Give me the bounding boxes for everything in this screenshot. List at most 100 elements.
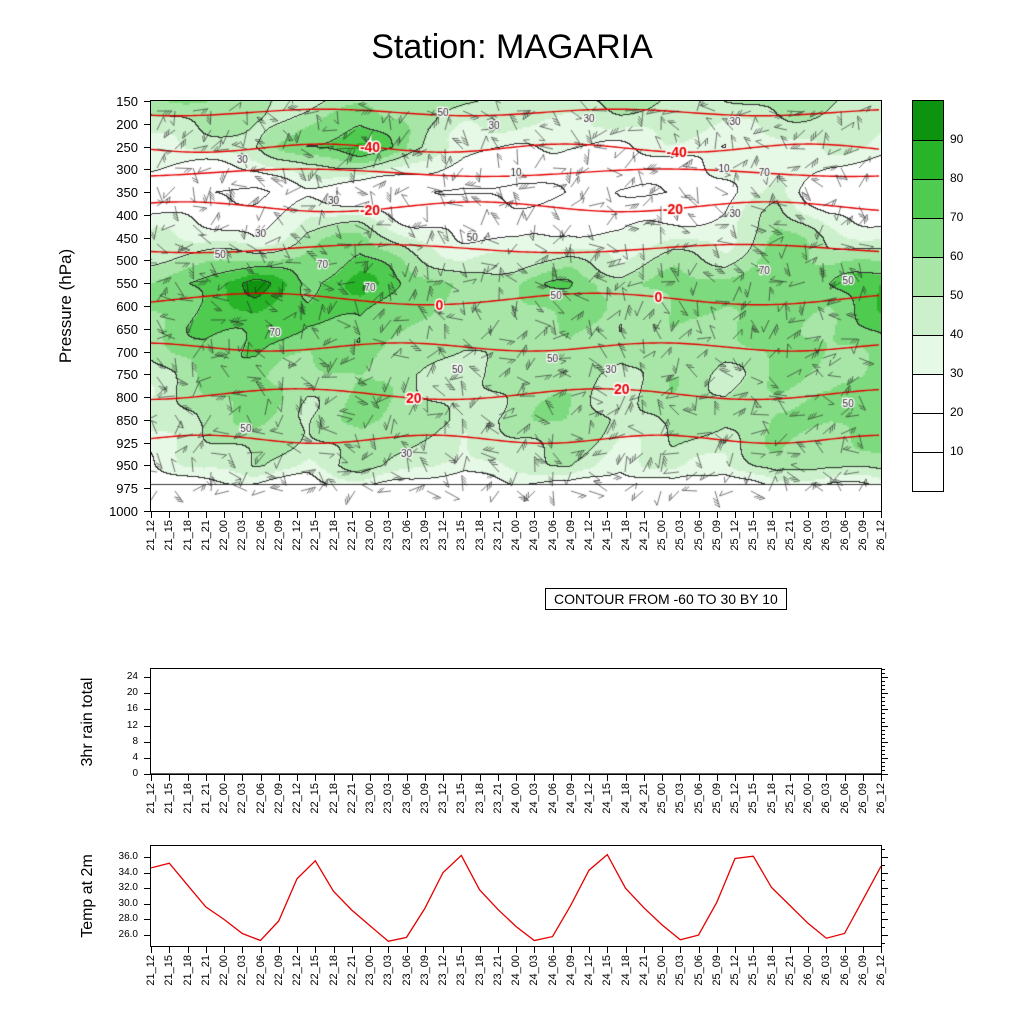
- y-minor-tick: [882, 669, 885, 670]
- time-tick-label: 22_15: [309, 955, 322, 986]
- time-tick-label: 23_15: [455, 520, 468, 551]
- y-tick-label: 20: [126, 687, 138, 699]
- temp-ticks-right: [882, 846, 890, 946]
- y-tick: [144, 872, 150, 874]
- pressure-tick: [144, 419, 150, 421]
- time-tick-label: 25_06: [692, 783, 705, 814]
- x-tick: [443, 775, 444, 781]
- x-tick: [169, 947, 171, 953]
- colorbar-label: 20: [950, 405, 964, 419]
- time-tick-label: 23_12: [437, 520, 449, 551]
- time-tick-label: 22_03: [236, 783, 249, 814]
- time-tick-label: 21_21: [199, 783, 212, 814]
- x-tick: [735, 947, 736, 953]
- time-tick-label: 22_00: [218, 955, 230, 986]
- x-tick: [698, 512, 700, 518]
- time-tick-label: 21_12: [145, 520, 157, 551]
- x-tick: [753, 775, 755, 781]
- pressure-tick: [144, 511, 150, 512]
- x-tick: [552, 947, 554, 953]
- x-tick: [789, 512, 791, 518]
- time-tick-label: 21_15: [163, 955, 176, 986]
- colorbar-label: 10: [950, 444, 964, 458]
- time-tick-label: 21_18: [181, 783, 194, 814]
- x-tick: [169, 775, 171, 781]
- y-minor-tick: [882, 693, 885, 695]
- time-tick-label: 26_00: [802, 783, 814, 814]
- time-tick-label: 25_12: [729, 783, 741, 814]
- temp-line-svg: [151, 853, 881, 943]
- pressure-tick: [144, 488, 150, 490]
- time-tick-label: 24_00: [510, 783, 522, 814]
- time-tick-label: 26_06: [838, 520, 851, 551]
- x-tick: [461, 947, 463, 953]
- colorbar-cell: [913, 218, 943, 257]
- rain-tick-labels: 0 4 8 12 16 20 24: [100, 669, 142, 779]
- time-tick-label: 26_12: [875, 783, 887, 814]
- colorbar-divider: [913, 452, 943, 453]
- pressure-tick-label: 550: [116, 276, 138, 292]
- time-tick-label: 25_03: [674, 955, 687, 986]
- y-minor-tick: [882, 935, 885, 937]
- x-tick: [424, 512, 426, 518]
- x-tick: [716, 775, 718, 781]
- pressure-tick-label: 650: [116, 321, 138, 337]
- time-tick-label: 23_03: [382, 955, 395, 986]
- pressure-tick-labels: 150 200 250 300 350 400 450 500 550 600 650 700 750 8…: [96, 94, 142, 519]
- time-tick-label: 23_18: [473, 783, 486, 814]
- x-tick: [862, 512, 864, 518]
- time-tick-label: 23_21: [491, 520, 504, 551]
- x-tick: [224, 775, 225, 781]
- time-tick-label: 26_06: [838, 955, 851, 986]
- time-tick-label: 25_18: [765, 955, 778, 986]
- colorbar-label: 60: [950, 249, 964, 263]
- time-tick-label: 22_21: [345, 955, 358, 986]
- time-tick-label: 24_12: [583, 783, 595, 814]
- y-minor-tick: [882, 737, 885, 739]
- colorbar-label: 40: [950, 327, 964, 341]
- x-tick: [443, 947, 444, 953]
- x-tick: [589, 947, 590, 953]
- x-tick: [242, 775, 244, 781]
- pressure-tick: [144, 283, 150, 285]
- time-tick-label: 26_12: [875, 955, 887, 986]
- x-tick: [479, 947, 481, 953]
- x-tick: [443, 512, 444, 518]
- x-tick: [461, 512, 463, 518]
- time-tick-label: 22_00: [218, 783, 230, 814]
- x-tick: [534, 947, 536, 953]
- x-tick: [351, 512, 353, 518]
- y-tick: [882, 872, 888, 874]
- time-tick-label: 22_15: [309, 520, 322, 551]
- x-tick: [844, 775, 846, 781]
- x-tick: [662, 947, 663, 953]
- time-tick-label: 25_15: [747, 783, 760, 814]
- y-tick: [882, 774, 888, 775]
- y-tick: [882, 935, 888, 937]
- x-tick: [881, 775, 882, 781]
- time-tick-label: 26_03: [820, 783, 833, 814]
- time-tick-label: 26_03: [820, 955, 833, 986]
- time-tick-label: 22_18: [327, 955, 340, 986]
- temp-x-ticks: [151, 947, 882, 953]
- time-tick-label: 25_03: [674, 520, 687, 551]
- pressure-tick: [144, 237, 150, 239]
- y-minor-tick: [882, 677, 885, 679]
- time-tick-label: 25_15: [747, 955, 760, 986]
- rain-x-ticks: [151, 775, 882, 781]
- y-minor-tick: [882, 705, 885, 707]
- x-tick: [424, 947, 426, 953]
- x-tick: [388, 512, 390, 518]
- pressure-tick-label: 1000: [109, 504, 138, 519]
- time-tick-label: 25_09: [710, 955, 723, 986]
- pressure-tick-label: 700: [116, 344, 138, 360]
- time-tick-label: 25_15: [747, 520, 760, 551]
- y-minor-tick: [882, 753, 885, 755]
- x-tick: [534, 512, 536, 518]
- pressure-tick: [144, 101, 150, 102]
- pressure-tick-label: 850: [116, 412, 138, 428]
- time-tick-label: 25_18: [765, 520, 778, 551]
- x-tick: [570, 775, 572, 781]
- x-tick: [278, 512, 280, 518]
- y-tick: [882, 903, 888, 905]
